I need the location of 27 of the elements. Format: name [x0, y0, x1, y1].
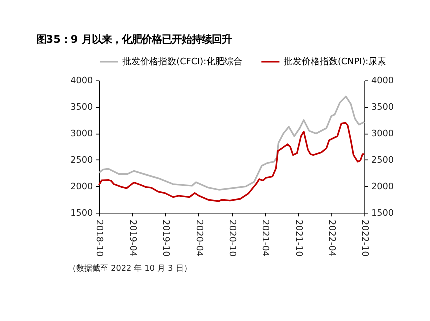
x-tick-label: 2020-04 — [194, 220, 204, 258]
y2-tick-label: 1500 — [372, 208, 394, 219]
chart-title: 图35：9 月以来，化肥价格已开始持续回升 — [36, 34, 232, 46]
y2-tick-label: 3000 — [372, 129, 394, 140]
x-tick-label: 2019-10 — [160, 220, 171, 258]
x-tick-label: 2020-10 — [227, 220, 238, 258]
x-tick-label: 2021-04 — [260, 220, 270, 258]
y-tick-label: 3500 — [70, 102, 94, 113]
y-tick-label: 2500 — [70, 156, 94, 166]
x-tick-label: 2021-10 — [293, 220, 304, 258]
text: （数据截至 2022 年 10 月 3 日） — [68, 264, 192, 274]
y-tick-label: 1500 — [70, 208, 94, 219]
y2-tick-label: 2000 — [372, 182, 394, 192]
line-series — [98, 122, 366, 202]
line-series — [98, 96, 366, 191]
x-tick-label: 2022-04 — [326, 220, 336, 258]
x-tick-label: 2018-10 — [94, 220, 104, 258]
y-tick-label: 2000 — [70, 182, 94, 192]
y2-tick-label: 2500 — [372, 156, 394, 166]
legend-label: 批发价格指数(CNPI):尿素 — [284, 56, 387, 68]
y-tick-label: 4000 — [70, 76, 94, 87]
x-tick-label: 2022-10 — [360, 220, 370, 258]
x-tick-label: 2019-04 — [127, 220, 138, 258]
y2-tick-label: 4000 — [372, 76, 394, 87]
y2-tick-label: 3500 — [372, 102, 394, 113]
legend-label: 批发价格指数(CFCI):化肥综合 — [122, 56, 243, 68]
y-tick-label: 3000 — [70, 129, 94, 140]
